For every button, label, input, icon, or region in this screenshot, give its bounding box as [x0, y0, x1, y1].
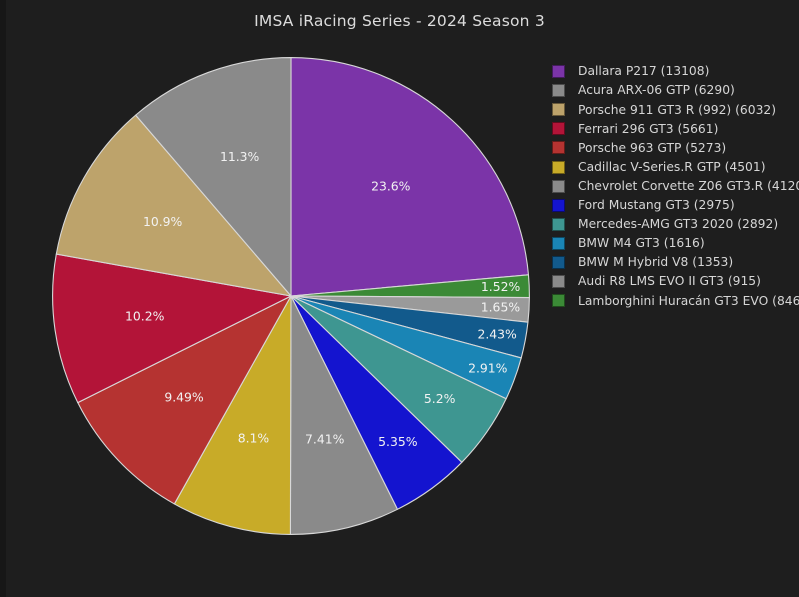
legend-item-label: Ford Mustang GT3 (2975) [578, 198, 735, 213]
legend-item-label: BMW M4 GT3 (1616) [578, 236, 705, 251]
legend-swatch-icon [552, 103, 565, 117]
window-left-edge [0, 0, 6, 597]
pie-slice[interactable] [77, 295, 292, 505]
legend-item[interactable]: BMW M Hybrid V8 (1353) [552, 253, 796, 272]
legend-item-label: Cadillac V-Series.R GTP (4501) [578, 159, 766, 174]
pie-slice-label: 7.41% [305, 431, 345, 446]
pie-slice-label: 23.6% [371, 178, 411, 193]
legend-swatch-icon [552, 217, 565, 231]
legend-item-label: Mercedes-AMG GT3 2020 (2892) [578, 217, 779, 232]
legend-item[interactable]: Cadillac V-Series.R GTP (4501) [552, 157, 796, 176]
legend-item[interactable]: Porsche 963 GTP (5273) [552, 138, 796, 157]
legend-item-label: Dallara P217 (13108) [578, 64, 710, 79]
legend-item-label: Porsche 911 GT3 R (992) (6032) [578, 102, 777, 117]
pie-chart-svg: 23.6% 1.52% 1.65% 2.43% 2.91% 5.2% 5.35% 7.41% 8… [52, 57, 530, 535]
pie-slice[interactable] [173, 295, 292, 535]
legend-swatch-icon [552, 198, 565, 212]
legend-item[interactable]: Porsche 911 GT3 R (992) (6032) [552, 100, 796, 119]
pie-slice[interactable] [289, 295, 398, 535]
pie-slice-label: 5.35% [378, 434, 418, 449]
legend-swatch-icon [552, 141, 565, 155]
legend-item-label: Chevrolet Corvette Z06 GT3.R (4120) [578, 178, 799, 193]
pie-slice-label: 5.2% [424, 391, 456, 406]
legend-item-label: Porsche 963 GTP (5273) [578, 140, 727, 155]
legend-swatch-icon [552, 122, 565, 136]
pie-chart: 23.6% 1.52% 1.65% 2.43% 2.91% 5.2% 5.35% 7.41% 8… [52, 57, 530, 535]
pie-slice[interactable] [52, 253, 292, 404]
legend-item-label: BMW M Hybrid V8 (1353) [578, 255, 734, 270]
legend-item-label: Ferrari 296 GT3 (5661) [578, 121, 719, 136]
pie-slice-label: 1.52% [481, 279, 521, 294]
legend-item[interactable]: Audi R8 LMS EVO II GT3 (915) [552, 272, 796, 291]
legend-item[interactable]: BMW M4 GT3 (1616) [552, 234, 796, 253]
legend-swatch-icon [552, 236, 565, 250]
pie-slice-label: 9.49% [164, 390, 204, 405]
pie-slice[interactable] [290, 57, 530, 297]
pie-slice-label: 2.91% [468, 360, 508, 375]
legend-swatch-icon [552, 255, 565, 269]
legend-item[interactable]: Mercedes-AMG GT3 2020 (2892) [552, 215, 796, 234]
legend-item[interactable]: Lamborghini Huracán GT3 EVO (846) [552, 291, 799, 310]
page-title: IMSA iRacing Series - 2024 Season 3 [254, 12, 545, 30]
pie-slices [52, 57, 530, 535]
pie-slice[interactable] [55, 114, 292, 297]
legend-item[interactable]: Ferrari 296 GT3 (5661) [552, 119, 796, 138]
legend-swatch-icon [552, 179, 565, 193]
pie-slice[interactable] [135, 57, 292, 297]
pie-slice-label: 8.1% [238, 430, 270, 445]
pie-slice-label: 1.65% [481, 300, 521, 315]
pie-slice-label: 10.2% [125, 309, 165, 324]
pie-slice-label: 2.43% [477, 326, 517, 341]
legend-swatch-icon [552, 294, 565, 308]
legend-swatch-icon [552, 65, 565, 79]
pie-slice-label: 10.9% [143, 214, 183, 229]
legend: Dallara P217 (13108) Acura ARX-06 GTP (62… [552, 62, 799, 310]
pie-slice-labels: 23.6% 1.52% 1.65% 2.43% 2.91% 5.2% 5.35% 7.41% 8… [125, 149, 520, 449]
legend-item[interactable]: Ford Mustang GT3 (2975) [552, 196, 796, 215]
legend-swatch-icon [552, 84, 565, 98]
legend-item[interactable]: Dallara P217 (13108) [552, 62, 796, 81]
legend-item-label: Acura ARX-06 GTP (6290) [578, 83, 735, 98]
legend-item-label: Audi R8 LMS EVO II GT3 (915) [578, 274, 761, 289]
legend-item[interactable]: Chevrolet Corvette Z06 GT3.R (4120) [552, 177, 799, 196]
legend-swatch-icon [552, 275, 565, 289]
legend-item[interactable]: Acura ARX-06 GTP (6290) [552, 81, 796, 100]
legend-item-label: Lamborghini Huracán GT3 EVO (846) [578, 293, 799, 308]
pie-slice-label: 11.3% [220, 149, 260, 164]
legend-swatch-icon [552, 160, 565, 174]
